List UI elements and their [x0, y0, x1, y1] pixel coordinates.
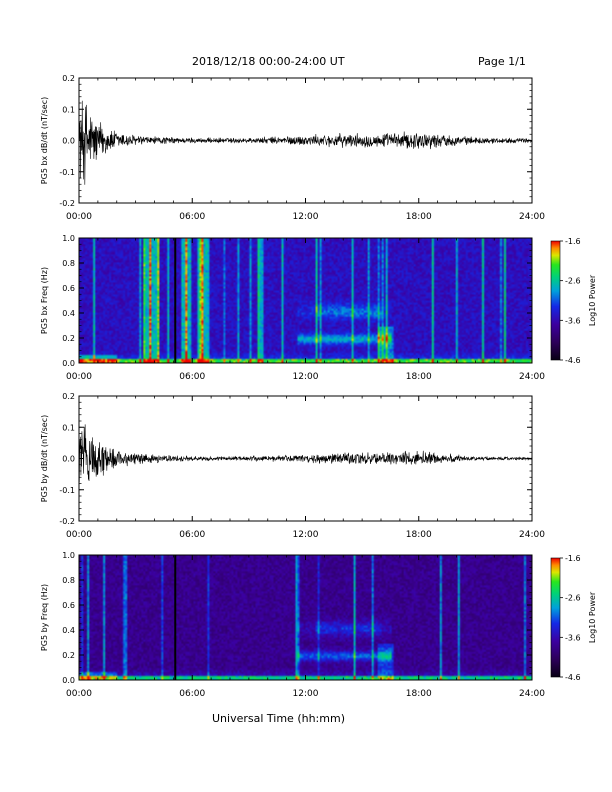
date-range-title: 2018/12/18 00:00-24:00 UT — [192, 55, 345, 68]
colorbar — [550, 240, 561, 361]
y-tick-label: 1.0 — [62, 551, 75, 560]
colorbar-tick-label: -4.6 — [565, 673, 581, 682]
x-tick-label: 24:00 — [519, 212, 545, 222]
y-axis-label: PG5 bx Freq (Hz) — [40, 267, 49, 334]
y-tick-label: -0.1 — [59, 168, 75, 177]
x-tick-label: 18:00 — [406, 689, 432, 699]
x-tick-label: 00:00 — [66, 530, 92, 540]
waveform-trace — [78, 100, 533, 185]
colorbar-tick-label: -2.6 — [565, 594, 581, 603]
y-tick-label: 0.6 — [62, 601, 75, 610]
colorbar-tick-label: -3.6 — [565, 633, 581, 642]
x-tick-label: 00:00 — [66, 212, 92, 222]
y-tick-label: 1.0 — [62, 234, 75, 243]
spectrogram-image — [79, 555, 532, 680]
colorbar-label: Log10 Power — [588, 591, 597, 643]
x-tick-label: 06:00 — [179, 372, 205, 382]
y-tick-label: -0.2 — [59, 517, 75, 526]
page-indicator: Page 1/1 — [478, 55, 526, 68]
y-tick-label: 0.0 — [62, 676, 75, 685]
y-tick-label: 0.2 — [62, 651, 75, 660]
y-tick-label: 0.4 — [62, 309, 75, 318]
x-tick-label: 24:00 — [519, 530, 545, 540]
colorbar-tick-label: -1.6 — [565, 237, 581, 246]
x-tick-label: 18:00 — [406, 372, 432, 382]
y-axis-label: PG5 bx dB/dt (nT/sec) — [40, 97, 49, 184]
x-tick-label: 06:00 — [179, 212, 205, 222]
y-axis-label: PG5 by Freq (Hz) — [40, 584, 49, 651]
x-tick-label: 00:00 — [66, 372, 92, 382]
colorbar-tick-label: -4.6 — [565, 356, 581, 365]
y-tick-label: 0.4 — [62, 626, 75, 635]
x-axis-label: Universal Time (hh:mm) — [212, 712, 345, 725]
waveform-trace — [78, 424, 533, 483]
y-tick-label: 0.8 — [62, 576, 75, 585]
y-tick-label: 0.2 — [62, 334, 75, 343]
x-tick-label: 12:00 — [293, 212, 319, 222]
colorbar-tick-label: -2.6 — [565, 277, 581, 286]
y-tick-label: 0.1 — [62, 423, 75, 432]
y-axis-label: PG5 by dB/dt (nT/sec) — [40, 415, 49, 502]
y-tick-label: 0.0 — [62, 137, 75, 146]
y-tick-label: 0.8 — [62, 259, 75, 268]
x-tick-label: 24:00 — [519, 372, 545, 382]
x-tick-label: 12:00 — [293, 372, 319, 382]
x-tick-label: 06:00 — [179, 530, 205, 540]
x-tick-label: 18:00 — [406, 212, 432, 222]
y-tick-label: 0.2 — [62, 392, 75, 401]
spectrogram-image — [79, 238, 532, 363]
x-tick-label: 24:00 — [519, 689, 545, 699]
y-tick-label: 0.0 — [62, 359, 75, 368]
y-tick-label: -0.1 — [59, 486, 75, 495]
colorbar-label: Log10 Power — [588, 274, 597, 326]
y-tick-label: 0.1 — [62, 105, 75, 114]
y-tick-label: -0.2 — [59, 199, 75, 208]
colorbar-tick-label: -1.6 — [565, 554, 581, 563]
colorbar-tick-label: -3.6 — [565, 316, 581, 325]
x-tick-label: 12:00 — [293, 530, 319, 540]
y-tick-label: 0.6 — [62, 284, 75, 293]
x-tick-label: 18:00 — [406, 530, 432, 540]
y-tick-label: 0.0 — [62, 455, 75, 464]
x-tick-label: 06:00 — [179, 689, 205, 699]
colorbar — [550, 557, 561, 678]
y-tick-label: 0.2 — [62, 74, 75, 83]
x-tick-label: 00:00 — [66, 689, 92, 699]
x-tick-label: 12:00 — [293, 689, 319, 699]
